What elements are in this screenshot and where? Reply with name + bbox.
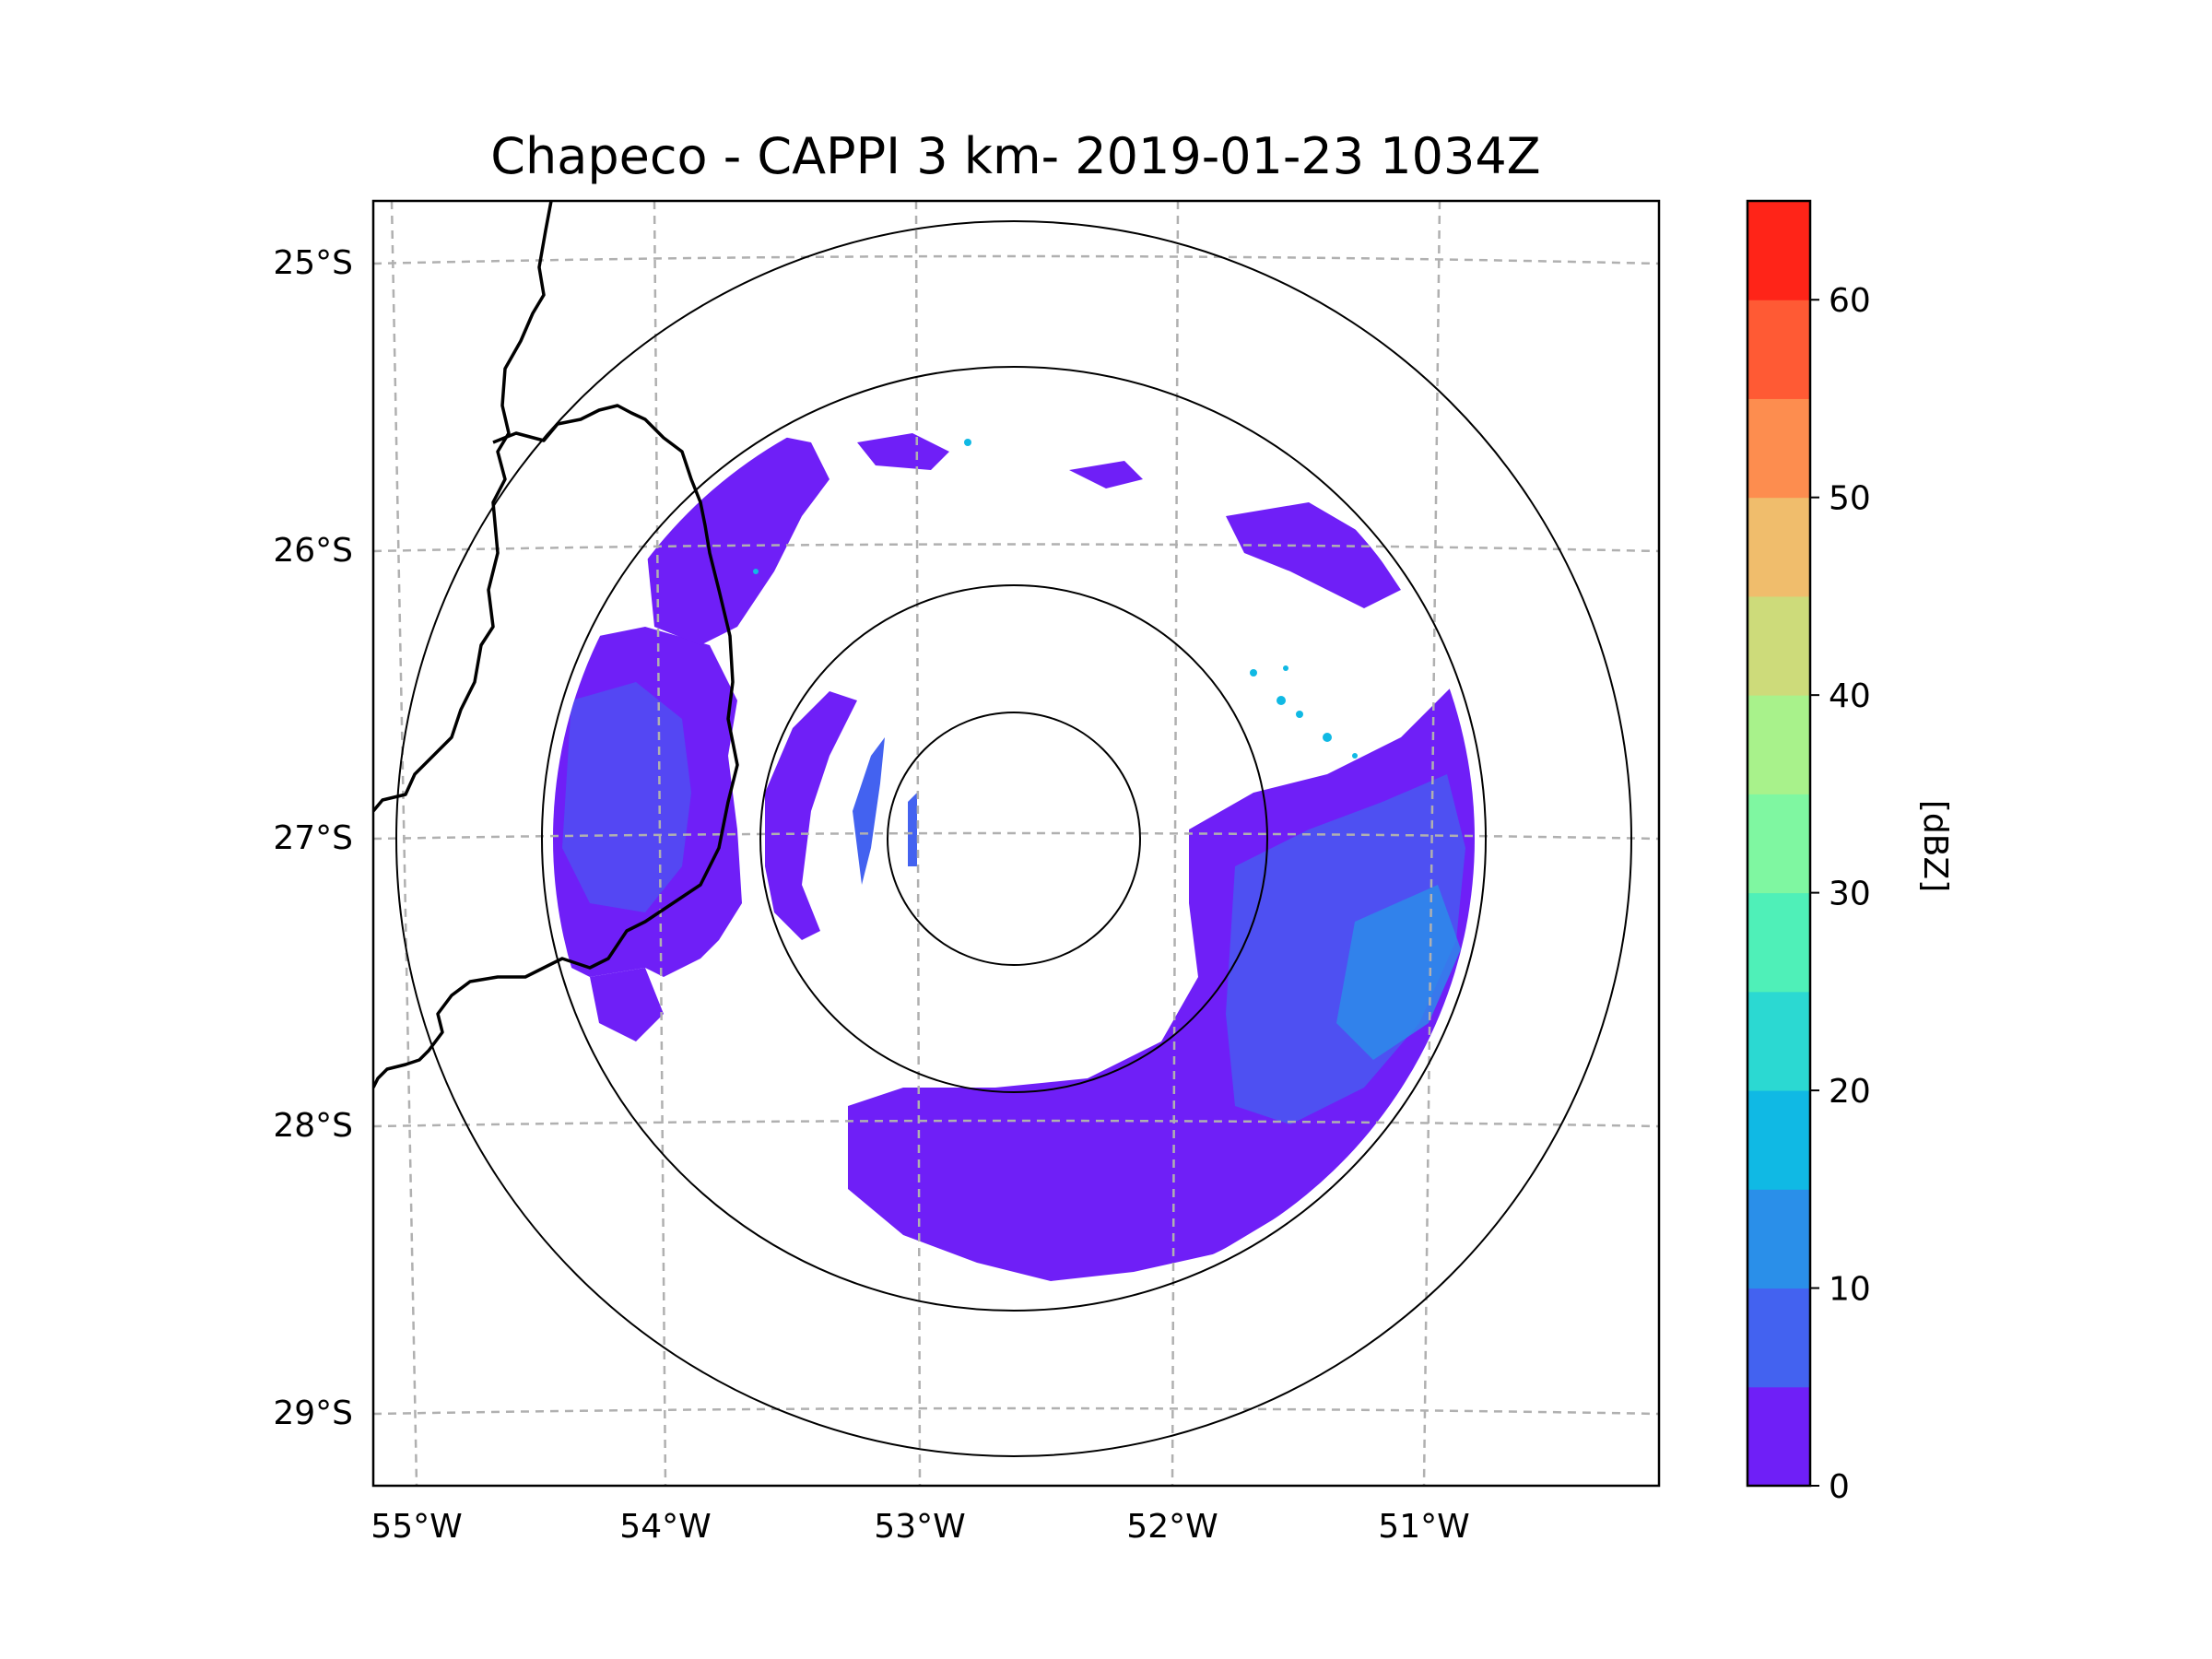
lat-label: 26°S bbox=[273, 532, 353, 570]
lat-label: 25°S bbox=[273, 244, 353, 282]
lon-line-53w bbox=[914, 201, 922, 1486]
colorbar-segment bbox=[1747, 794, 1810, 894]
echo-speckles bbox=[753, 439, 1358, 759]
range-ring-4 bbox=[395, 220, 1632, 1457]
colorbar-segment bbox=[1747, 398, 1810, 499]
colorbar-segment bbox=[1747, 991, 1810, 1091]
colorbar-tick-label: 20 bbox=[1829, 1073, 1871, 1111]
lat-label: 28°S bbox=[273, 1107, 353, 1145]
colorbar-segment bbox=[1747, 892, 1810, 993]
echo-inner-center-sliver bbox=[908, 793, 917, 866]
colorbar-segment bbox=[1747, 201, 1810, 300]
range-rings bbox=[395, 220, 1632, 1457]
map-axes-frame bbox=[371, 199, 1661, 1488]
chart-title: Chapeco - CAPPI 3 km- 2019-01-23 1034Z bbox=[490, 127, 1540, 185]
lon-line-51w bbox=[1422, 201, 1441, 1486]
echo-northeast-patch bbox=[1226, 502, 1401, 608]
colorbar-frame bbox=[1746, 199, 1812, 1488]
colorbar-tick-label: 40 bbox=[1829, 677, 1871, 715]
lat-label: 27°S bbox=[273, 819, 353, 857]
lon-label: 53°W bbox=[874, 1508, 965, 1546]
colorbar-segment bbox=[1747, 497, 1810, 597]
lon-label: 54°W bbox=[619, 1508, 711, 1546]
lon-label: 55°W bbox=[371, 1508, 462, 1546]
echo-north-patch bbox=[857, 433, 949, 470]
colorbar-segment bbox=[1747, 1189, 1810, 1289]
range-ring-3 bbox=[541, 366, 1487, 1312]
graticule bbox=[373, 201, 1659, 1486]
colorbar-label: [dBZ] bbox=[1916, 800, 1954, 892]
echo-inner-west-arc bbox=[765, 691, 857, 940]
lat-line-28s bbox=[373, 1119, 1659, 1128]
echo-inner-west-arc-2 bbox=[853, 737, 885, 885]
colorbar-segment bbox=[1747, 1386, 1810, 1487]
lat-labels: 25°S 26°S 27°S 28°S 29°S bbox=[273, 244, 353, 1432]
colorbar-tick-label: 10 bbox=[1829, 1271, 1871, 1309]
colorbar-segment bbox=[1747, 695, 1810, 794]
border-paraguay-argentina bbox=[373, 201, 553, 813]
colorbar-tick-label: 30 bbox=[1829, 876, 1871, 913]
echo-north-patch-2 bbox=[1069, 461, 1143, 488]
colorbar: 0 10 20 30 40 50 60 bbox=[1746, 199, 1871, 1506]
lon-label: 52°W bbox=[1126, 1508, 1218, 1546]
lat-line-25s bbox=[373, 254, 1659, 265]
lon-labels: 55°W 54°W 53°W 52°W 51°W bbox=[371, 1508, 1469, 1546]
lon-line-54w bbox=[653, 201, 667, 1486]
colorbar-tick-label: 50 bbox=[1829, 480, 1871, 518]
colorbar-segment bbox=[1747, 595, 1810, 696]
range-ring-1 bbox=[887, 712, 1141, 966]
lon-line-55w bbox=[390, 201, 418, 1486]
colorbar-segment bbox=[1747, 1288, 1810, 1388]
lat-line-27s bbox=[373, 831, 1659, 841]
colorbar-tick-label: 60 bbox=[1829, 282, 1871, 320]
colorbar-segment bbox=[1747, 300, 1810, 399]
echo-southwest-patch bbox=[590, 968, 664, 1041]
lon-label: 51°W bbox=[1378, 1508, 1469, 1546]
range-ring-2 bbox=[759, 584, 1268, 1093]
lat-label: 29°S bbox=[273, 1394, 353, 1432]
lon-line-52w bbox=[1171, 201, 1180, 1486]
lat-line-26s bbox=[373, 543, 1659, 553]
colorbar-segment bbox=[1747, 1090, 1810, 1190]
echo-west-moderate bbox=[562, 682, 691, 912]
border-misiones-brazil bbox=[373, 404, 739, 1088]
lat-line-29s bbox=[373, 1406, 1659, 1416]
state-borders bbox=[373, 201, 739, 1088]
colorbar-tick-label: 0 bbox=[1829, 1468, 1850, 1506]
